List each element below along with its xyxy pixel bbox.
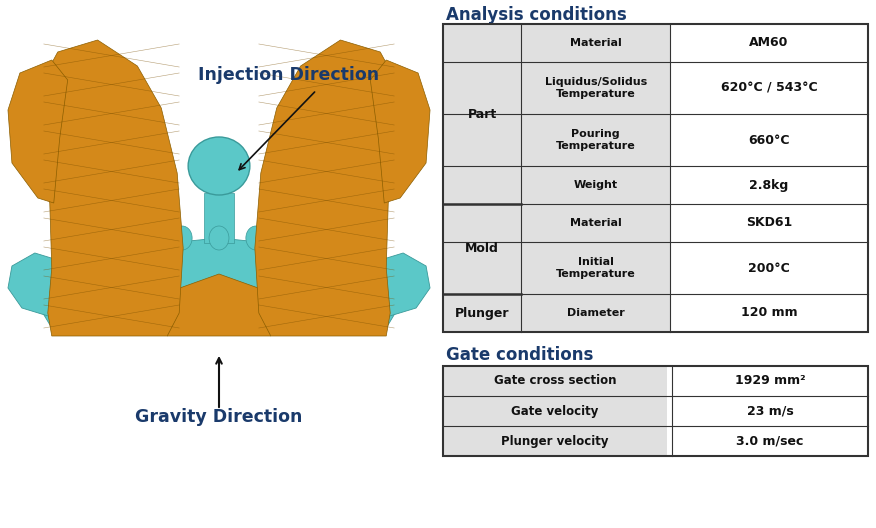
Text: Mold: Mold [465,242,499,256]
Text: Gate cross section: Gate cross section [494,374,617,388]
Bar [443,242,521,294]
Text: Initial
Temperature: Initial Temperature [556,257,636,279]
Text: Gate conditions: Gate conditions [446,346,593,364]
Text: 2.8kg: 2.8kg [749,178,788,192]
Bar [521,114,670,166]
Bar [443,366,868,456]
Text: Material: Material [570,38,622,48]
Text: Injection Direction: Injection Direction [198,66,379,84]
Bar [521,24,670,62]
Text: Gate velocity: Gate velocity [512,404,598,418]
Ellipse shape [246,226,265,250]
Ellipse shape [188,137,250,195]
Text: Plunger velocity: Plunger velocity [501,435,609,448]
Bar [443,366,667,396]
Bar [443,114,521,166]
Text: Analysis conditions: Analysis conditions [446,6,627,24]
Bar [521,294,670,332]
Bar [443,62,521,114]
Bar [521,166,670,204]
Bar [443,396,667,426]
Text: Gravity Direction: Gravity Direction [135,408,303,426]
Bar [521,62,670,114]
Ellipse shape [173,226,192,250]
Polygon shape [167,274,271,336]
Text: Diameter: Diameter [567,308,625,318]
Text: 620°C / 543°C: 620°C / 543°C [721,81,817,95]
Text: Material: Material [570,218,622,228]
Polygon shape [373,253,430,318]
Text: 120 mm: 120 mm [741,306,797,319]
Text: 200°C: 200°C [748,261,790,275]
Text: 660°C: 660°C [748,134,790,146]
Text: Liquidus/Solidus
Temperature: Liquidus/Solidus Temperature [545,77,646,99]
Ellipse shape [209,226,229,250]
Bar [521,242,670,294]
Polygon shape [38,40,183,336]
Bar [443,204,521,242]
Bar [443,294,521,332]
Ellipse shape [138,226,158,250]
Polygon shape [371,60,430,203]
Text: Part: Part [468,108,497,120]
Bar [443,166,521,204]
Polygon shape [8,60,67,203]
Text: 23 m/s: 23 m/s [746,404,794,418]
Text: Weight: Weight [574,180,618,190]
Ellipse shape [280,226,300,250]
Bar [443,426,667,456]
Text: 3.0 m/sec: 3.0 m/sec [737,435,803,448]
Text: SKD61: SKD61 [745,216,792,230]
Text: Plunger: Plunger [455,306,510,319]
Polygon shape [39,238,399,333]
Bar [521,204,670,242]
Text: AM60: AM60 [749,36,788,50]
Polygon shape [8,253,65,318]
Bar [443,24,521,62]
Bar [443,24,868,332]
Polygon shape [204,193,234,243]
Text: 1929 mm²: 1929 mm² [735,374,805,388]
Text: Pouring
Temperature: Pouring Temperature [556,129,636,151]
Polygon shape [255,40,400,336]
